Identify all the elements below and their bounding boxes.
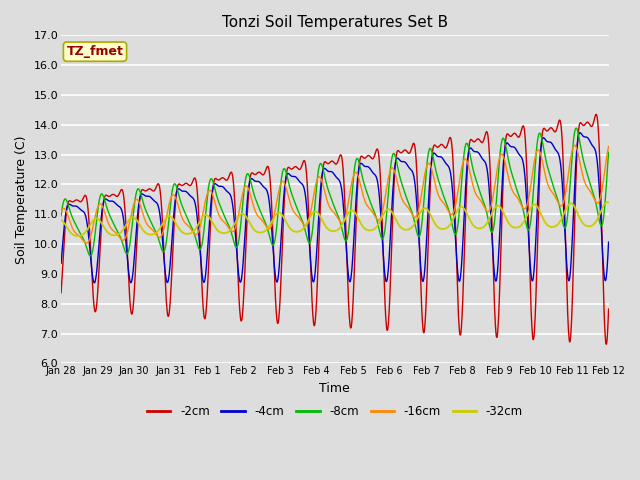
Text: TZ_fmet: TZ_fmet	[67, 45, 124, 58]
Title: Tonzi Soil Temperatures Set B: Tonzi Soil Temperatures Set B	[222, 15, 448, 30]
Legend: -2cm, -4cm, -8cm, -16cm, -32cm: -2cm, -4cm, -8cm, -16cm, -32cm	[142, 401, 527, 423]
X-axis label: Time: Time	[319, 382, 350, 395]
Y-axis label: Soil Temperature (C): Soil Temperature (C)	[15, 135, 28, 264]
